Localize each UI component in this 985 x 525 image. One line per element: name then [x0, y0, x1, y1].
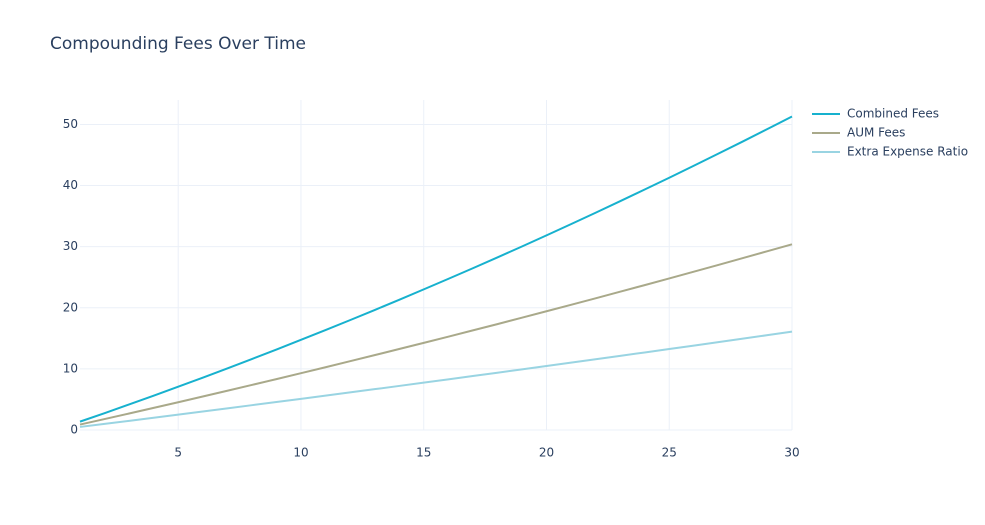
x-tick-label: 15: [416, 446, 431, 460]
x-tick-label: 5: [174, 446, 182, 460]
legend-label: Combined Fees: [847, 107, 939, 121]
legend-label: AUM Fees: [847, 126, 905, 140]
y-tick-label: 20: [63, 300, 78, 314]
series-line: [79, 243, 793, 426]
x-tick-label: 30: [784, 446, 799, 460]
x-tick-label: 20: [539, 446, 554, 460]
y-tick-label: 10: [63, 361, 78, 375]
x-tick-label: 25: [662, 446, 677, 460]
chart-title: Compounding Fees Over Time: [50, 34, 306, 54]
y-tick-label: 40: [63, 178, 78, 192]
legend-label: Extra Expense Ratio: [847, 145, 968, 159]
y-tick-label: 0: [70, 423, 78, 437]
y-tick-label: 50: [63, 117, 78, 131]
y-tick-label: 30: [63, 239, 78, 253]
series-line: [79, 115, 793, 423]
x-tick-label: 10: [293, 446, 308, 460]
series-line: [79, 330, 793, 428]
